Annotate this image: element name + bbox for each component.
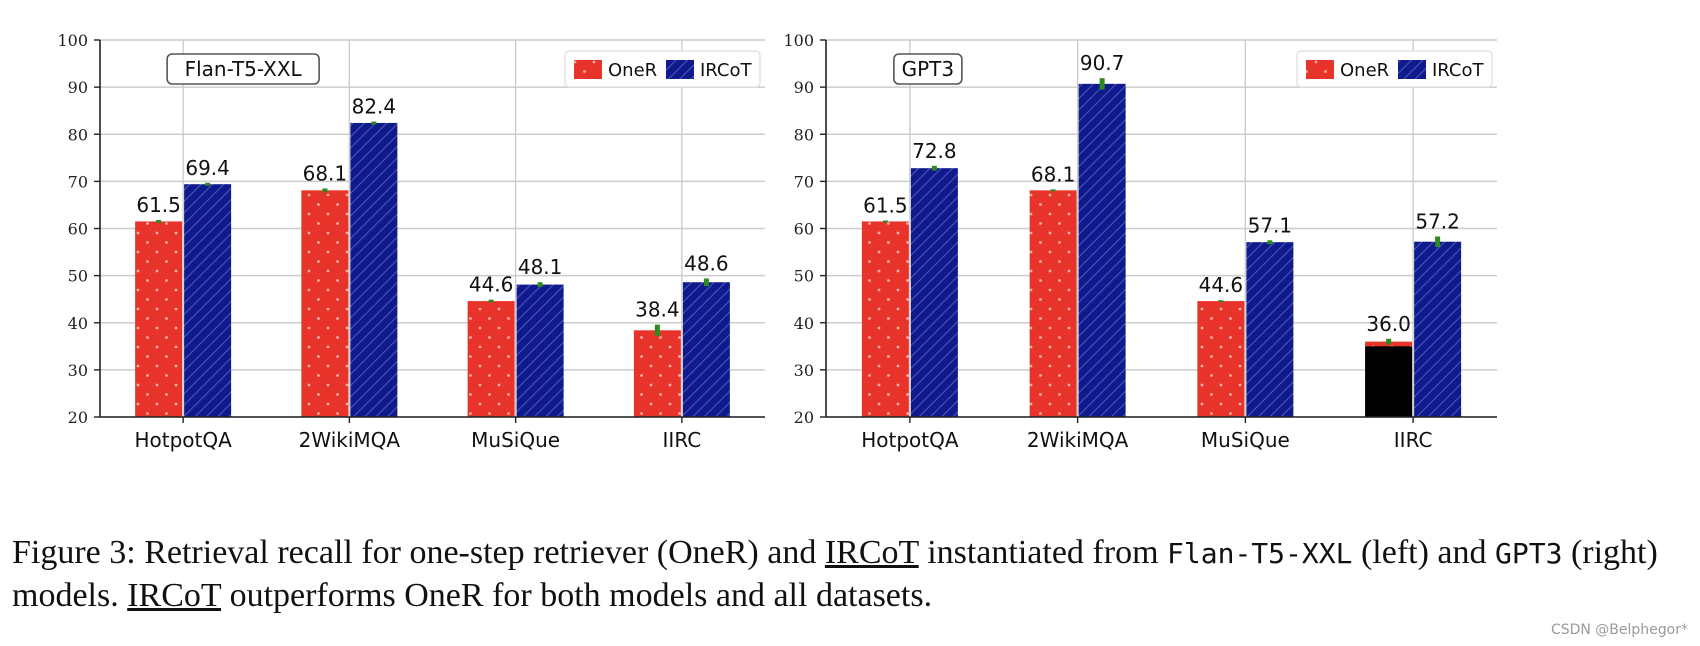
legend-swatch-ircot [1398, 60, 1426, 79]
legend-box [564, 50, 761, 88]
y-tick-label: 40 [68, 314, 88, 333]
y-tick-label: 60 [794, 220, 814, 239]
caption-text: (right) models. [12, 534, 1658, 614]
y-tick-label: 70 [68, 172, 88, 191]
y-tick-label: 60 [68, 220, 88, 239]
y-tick-label: 90 [68, 78, 88, 97]
y-tick-label: 80 [794, 125, 814, 144]
y-tick-label: 100 [783, 31, 814, 50]
legend-label-ircot: IRCoT [700, 60, 753, 81]
y-tick-label: 70 [794, 172, 814, 191]
bar-oner-2wikimqa [1029, 190, 1077, 417]
bar-ircot-iirc [1414, 241, 1462, 417]
bar-value-label: 57.2 [1415, 210, 1460, 234]
chart-title: Flan-T5-XXL [185, 57, 303, 81]
caption-ircot: IRCoT [824, 534, 919, 571]
bar-value-label: 82.4 [352, 95, 397, 119]
bar-ircot-hotpotqa [910, 168, 958, 417]
x-tick-label: 2WikiMQA [1027, 428, 1129, 452]
y-tick-label: 50 [68, 267, 88, 286]
x-tick-label: HotpotQA [134, 428, 232, 452]
chart-title-box [893, 53, 963, 85]
bar-oner-hotpotqa [135, 221, 183, 417]
figure-caption: Figure 3: Retrieval recall for one-step … [12, 532, 1692, 617]
bar-ircot-musique [516, 284, 564, 417]
chart-panel-flan-t5-xxl: 20 30 40 50 60 70 80 90 100 61.5 68.1 44.6 38.4 69.4 8… [57, 31, 765, 452]
bar-value-label: 68.1 [303, 161, 348, 185]
chart-title-box [166, 53, 320, 85]
legend-swatch-oner [1306, 60, 1334, 79]
y-tick-label: 20 [68, 408, 88, 427]
y-tick-label: 100 [57, 31, 88, 50]
bar-value-label: 90.7 [1080, 51, 1125, 75]
chart-title: GPT3 [902, 57, 955, 81]
legend-box [1296, 50, 1493, 88]
bar-value-label: 36.0 [1366, 312, 1411, 336]
y-tick-label: 30 [68, 361, 88, 380]
legend-label-oner: OneR [608, 60, 657, 81]
bar-ircot-musique [1246, 242, 1294, 417]
caption-model-gpt3: GPT3 [1495, 537, 1563, 570]
x-tick-label: IIRC [663, 428, 702, 452]
legend-swatch-oner [574, 60, 602, 79]
x-tick-label: MuSiQue [471, 428, 560, 452]
bar-overlay-segment [1365, 346, 1413, 417]
watermark: CSDN @Belphegor* [1550, 622, 1688, 638]
bar-value-label: 72.8 [912, 139, 957, 163]
legend-label-oner: OneR [1340, 60, 1389, 81]
y-tick-label: 30 [794, 361, 814, 380]
bar-ircot-hotpotqa [184, 184, 232, 417]
bar-oner-iirc [633, 330, 681, 417]
bar-value-label: 48.1 [518, 255, 563, 279]
bar-ircot-2wikimqa [1078, 83, 1126, 418]
y-tick-label: 80 [68, 125, 88, 144]
bar-value-label: 38.4 [635, 298, 680, 322]
bar-value-label: 69.4 [185, 156, 230, 180]
caption-model-flan: Flan-T5-XXL [1167, 537, 1353, 570]
chart-panel-gpt3: 20 30 40 50 60 70 80 90 100 61.5 68.1 44.6 36.0 72.8 9… [783, 31, 1497, 452]
bar-value-label: 44.6 [469, 273, 514, 297]
bar-value-label: 57.1 [1248, 213, 1293, 237]
bar-value-label: 61.5 [136, 193, 181, 217]
figure: 20 30 40 50 60 70 80 90 100 61.5 68.1 44.6 38.4 69.4 8… [57, 31, 1497, 452]
caption-text: outperforms OneR for both models and all… [221, 577, 933, 614]
bar-oner-hotpotqa [861, 221, 909, 417]
caption-text: instantiated from [918, 534, 1168, 571]
bar-value-label: 61.5 [863, 193, 908, 217]
y-tick-label: 50 [794, 267, 814, 286]
bar-value-label: 48.6 [684, 251, 729, 275]
caption-ircot: IRCoT [127, 577, 222, 614]
x-tick-label: HotpotQA [861, 428, 959, 452]
y-tick-label: 40 [794, 314, 814, 333]
bar-value-label: 44.6 [1199, 273, 1244, 297]
bar-value-label: 68.1 [1031, 162, 1076, 186]
y-tick-label: 90 [794, 78, 814, 97]
x-tick-label: MuSiQue [1201, 428, 1290, 452]
bar-oner-musique [467, 301, 515, 417]
caption-text: (left) and [1352, 534, 1495, 571]
x-tick-label: 2WikiMQA [299, 428, 401, 452]
bar-ircot-iirc [682, 282, 730, 417]
legend-swatch-ircot [666, 60, 694, 79]
bar-oner-musique [1197, 301, 1245, 417]
x-tick-label: IIRC [1394, 428, 1433, 452]
legend-label-ircot: IRCoT [1432, 60, 1485, 81]
bar-ircot-2wikimqa [350, 122, 398, 417]
bar-oner-2wikimqa [301, 190, 349, 417]
y-tick-label: 20 [794, 408, 814, 427]
caption-text: Figure 3: Retrieval recall for one-step … [12, 534, 825, 571]
